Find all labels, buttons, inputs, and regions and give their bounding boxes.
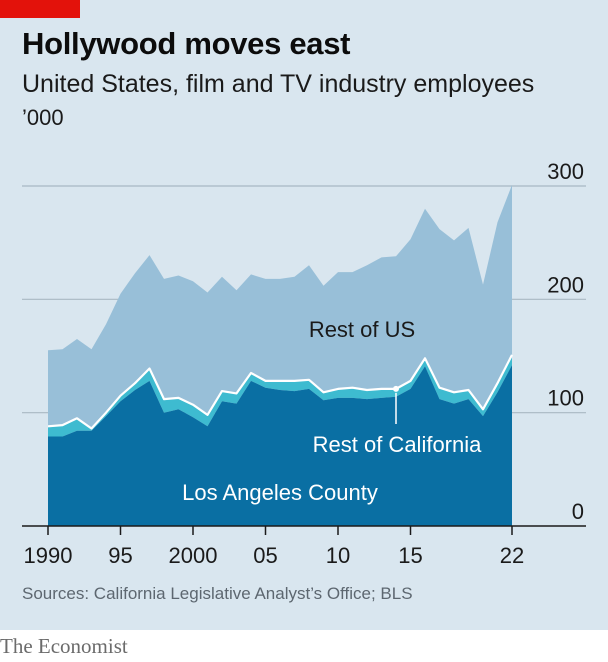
series-area-rest-of-us — [48, 184, 512, 429]
brand-tag — [0, 0, 80, 18]
x-tick-label-2010: 10 — [326, 543, 350, 568]
x-tick-label-2005: 05 — [253, 543, 277, 568]
series-label-rest-of-california: Rest of California — [313, 432, 483, 457]
y-tick-label-100: 100 — [547, 386, 584, 411]
series-boundary-line — [47, 354, 513, 430]
x-tick-label-2022: 22 — [500, 543, 524, 568]
chart-subtitle: United States, film and TV industry empl… — [22, 70, 535, 98]
x-tick-label-2000: 2000 — [169, 543, 218, 568]
x-tick-label-1995: 95 — [108, 543, 132, 568]
chart-plot: 0 100 200 300 1990 95 2000 05 10 15 22 Rest of US Re… — [22, 159, 586, 568]
series-label-rest-of-us: Rest of US — [309, 317, 415, 342]
chart-title: Hollywood moves east — [22, 26, 351, 61]
series-label-los-angeles-county: Los Angeles County — [182, 480, 378, 505]
publisher-logo: The Economist — [0, 634, 128, 658]
y-tick-label-300: 300 — [547, 159, 584, 184]
x-tick-label-1990: 1990 — [24, 543, 73, 568]
y-tick-label-0: 0 — [572, 499, 584, 524]
x-tick-label-2015: 15 — [398, 543, 422, 568]
rest-of-california-leader-dot — [393, 385, 399, 392]
y-tick-label-200: 200 — [547, 272, 584, 297]
unit-label: ’000 — [22, 105, 64, 130]
source-note: Sources: California Legislative Analyst’… — [22, 584, 413, 603]
